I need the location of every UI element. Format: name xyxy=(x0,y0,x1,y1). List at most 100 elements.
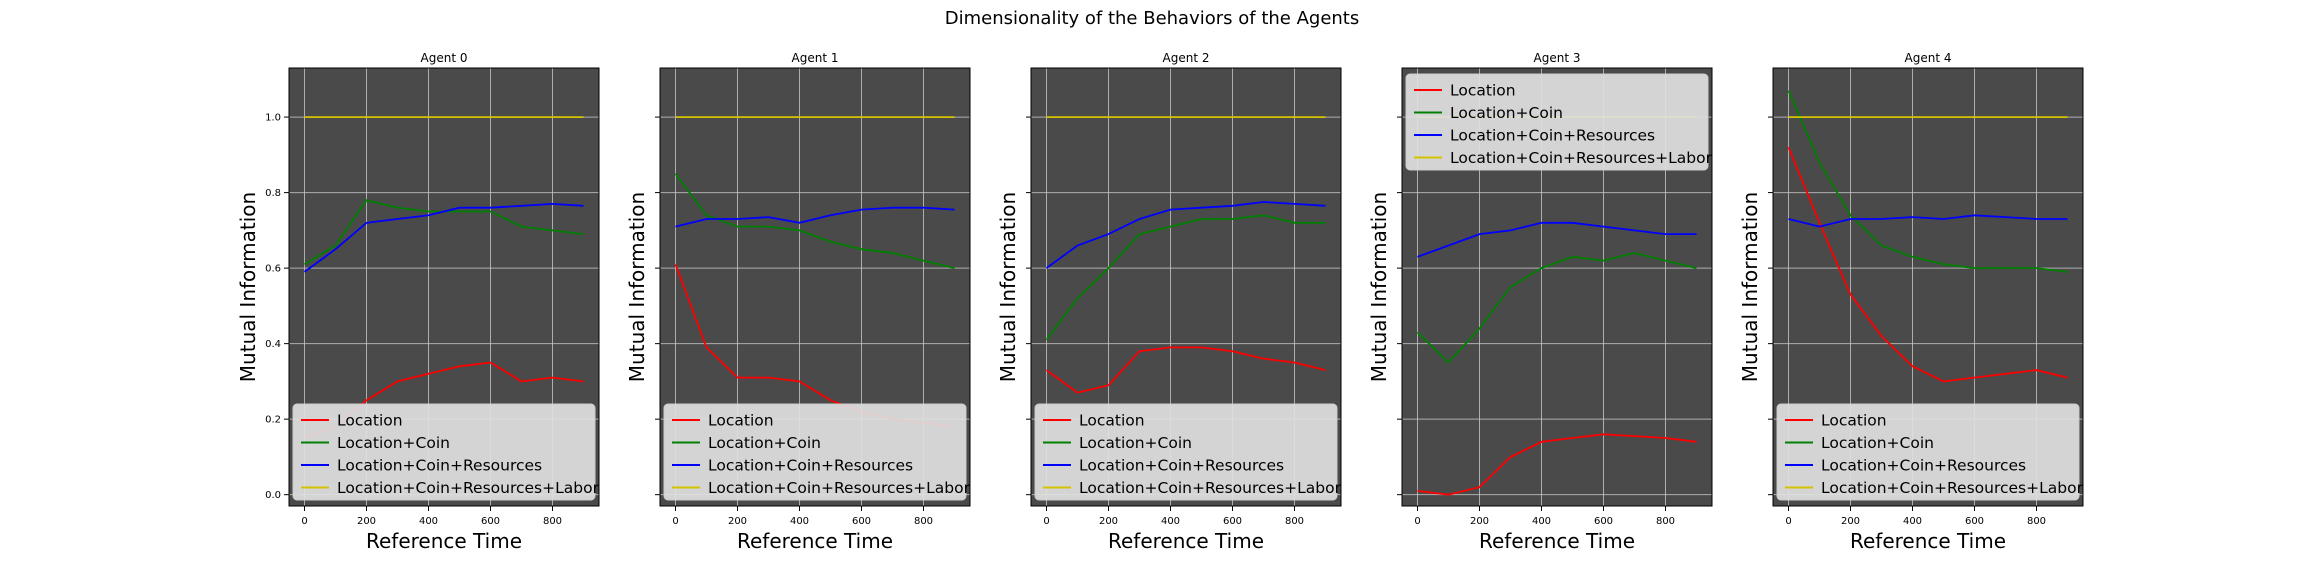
legend-entry: Location+Coin xyxy=(337,434,450,452)
x-tick-label: 0 xyxy=(1414,516,1420,527)
x-tick-label: 600 xyxy=(1223,516,1242,527)
agent-panel-2: 0 200 400 600 800 Agent 2 Reference Time Mutual… xyxy=(996,51,1342,553)
legend: Location Location+Coin Location+Coin+Resou… xyxy=(1034,403,1342,501)
legend-entry: Location xyxy=(1079,412,1145,430)
legend-entry: Location+Coin xyxy=(708,434,821,452)
legend: Location Location+Coin Location+Coin+Resou… xyxy=(663,403,971,501)
y-tick-label: 1.0 xyxy=(265,113,281,124)
x-tick-label: 200 xyxy=(1841,516,1860,527)
x-tick-label: 200 xyxy=(1470,516,1489,527)
panel-title: Agent 0 xyxy=(421,51,468,65)
x-tick-label: 600 xyxy=(481,516,500,527)
x-axis-label: Reference Time xyxy=(1479,529,1635,553)
agent-panel-4: 0 200 400 600 800 Agent 4 Reference Time Mutual… xyxy=(1738,51,2084,553)
y-axis-label: Mutual Information xyxy=(1367,192,1391,382)
x-tick-label: 400 xyxy=(1161,516,1180,527)
x-tick-label: 0 xyxy=(1043,516,1049,527)
legend-box xyxy=(663,403,967,501)
series-line-location-coin xyxy=(674,173,955,269)
y-tick-label: 0.6 xyxy=(265,264,281,275)
legend-entry: Location+Coin+Resources xyxy=(337,457,542,475)
series-line-location-coin-resources xyxy=(1417,221,1697,258)
x-tick-label: 0 xyxy=(1785,516,1791,527)
legend: Location Location+Coin Location+Coin+Resou… xyxy=(292,403,600,501)
series-line-location-coin xyxy=(1416,252,1697,364)
series-line-location xyxy=(1417,433,1697,496)
series-line-location-coin-resources xyxy=(1045,201,1326,269)
y-axis-label: Mutual Information xyxy=(996,192,1020,382)
legend-entry: Location+Coin+Resources xyxy=(1079,457,1284,475)
legend-entry: Location+Coin xyxy=(1079,434,1192,452)
x-tick-label: 800 xyxy=(2027,516,2046,527)
legend-entry: Location+Coin xyxy=(1821,434,1934,452)
figure-suptitle: Dimensionality of the Behaviors of the A… xyxy=(944,8,1360,29)
legend-box xyxy=(292,403,596,501)
x-tick-label: 0 xyxy=(301,516,307,527)
legend-box xyxy=(1405,73,1709,171)
x-tick-label: 600 xyxy=(1594,516,1613,527)
legend-box xyxy=(1034,403,1338,501)
y-tick-label: 0.8 xyxy=(265,188,281,199)
y-axis-label: Mutual Information xyxy=(625,192,649,382)
y-tick-label: 0.4 xyxy=(265,339,281,350)
x-tick-label: 200 xyxy=(728,516,747,527)
legend-entry: Location+Coin xyxy=(1450,104,1563,122)
axes-frame xyxy=(1401,67,1713,507)
agent-panel-3: 0 200 400 600 800 Agent 3 Reference Time Mutual… xyxy=(1367,51,1713,553)
series-line-location-coin xyxy=(1045,214,1326,341)
x-tick-label: 400 xyxy=(419,516,438,527)
x-tick-label: 400 xyxy=(1903,516,1922,527)
panel-title: Agent 3 xyxy=(1534,51,1581,65)
x-tick-label: 800 xyxy=(543,516,562,527)
axes-frame xyxy=(1772,67,2084,507)
legend-entry: Location+Coin+Resources xyxy=(1821,457,2026,475)
y-axis-label: Mutual Information xyxy=(1738,192,1762,382)
legend: Location Location+Coin Location+Coin+Resou… xyxy=(1776,403,2084,501)
agent-panel-1: 0 200 400 600 800 Agent 1 Reference Time Mutual… xyxy=(625,51,971,553)
x-tick-label: 800 xyxy=(1656,516,1675,527)
x-tick-label: 400 xyxy=(790,516,809,527)
y-axis-label: Mutual Information xyxy=(236,192,260,382)
x-axis-label: Reference Time xyxy=(1850,529,2006,553)
series-line-location-coin xyxy=(1787,90,2068,273)
series-line-location xyxy=(1045,346,1326,394)
x-axis-label: Reference Time xyxy=(366,529,522,553)
x-axis-label: Reference Time xyxy=(1108,529,1264,553)
x-tick-label: 600 xyxy=(852,516,871,527)
legend-entry: Location xyxy=(337,412,403,430)
panel-title: Agent 1 xyxy=(792,51,839,65)
series-line-location-coin-resources xyxy=(1788,214,2068,228)
x-tick-label: 800 xyxy=(1285,516,1304,527)
legend-entry: Location+Coin+Resources xyxy=(1450,127,1655,145)
legend-entry: Location xyxy=(1450,82,1516,100)
legend-entry: Location+Coin+Resources+Labor xyxy=(1079,479,1342,497)
axes-frame xyxy=(659,67,971,507)
legend-entry: Location+Coin+Resources+Labor xyxy=(1821,479,2084,497)
legend-entry: Location+Coin+Resources xyxy=(708,457,913,475)
x-axis-label: Reference Time xyxy=(737,529,893,553)
x-tick-label: 200 xyxy=(357,516,376,527)
y-tick-label: 0.2 xyxy=(265,415,281,426)
legend-entry: Location xyxy=(1821,412,1887,430)
x-tick-label: 0 xyxy=(672,516,678,527)
axes-frame xyxy=(1030,67,1342,507)
legend-entry: Location+Coin+Resources+Labor xyxy=(1450,149,1713,167)
panel-title: Agent 4 xyxy=(1905,51,1952,65)
axes-frame xyxy=(288,67,600,507)
legend-entry: Location xyxy=(708,412,774,430)
agent-panel-0: 0 200 400 600 800 0.0 0.2 0.4 0.6 0.8 1.0 Agent 0 Re… xyxy=(236,51,600,553)
legend-entry: Location+Coin+Resources+Labor xyxy=(337,479,600,497)
x-tick-label: 600 xyxy=(1965,516,1984,527)
series-line-location-coin-resources xyxy=(675,206,955,228)
x-tick-label: 800 xyxy=(914,516,933,527)
panel-title: Agent 2 xyxy=(1163,51,1210,65)
legend-box xyxy=(1776,403,2080,501)
y-tick-label: 0.0 xyxy=(265,490,281,501)
series-line-location-coin-resources xyxy=(303,202,584,273)
legend-entry: Location+Coin+Resources+Labor xyxy=(708,479,971,497)
x-tick-label: 200 xyxy=(1099,516,1118,527)
legend: Location Location+Coin Location+Coin+Resou… xyxy=(1405,73,1713,171)
series-line-location xyxy=(1787,146,2068,383)
x-tick-label: 400 xyxy=(1532,516,1551,527)
